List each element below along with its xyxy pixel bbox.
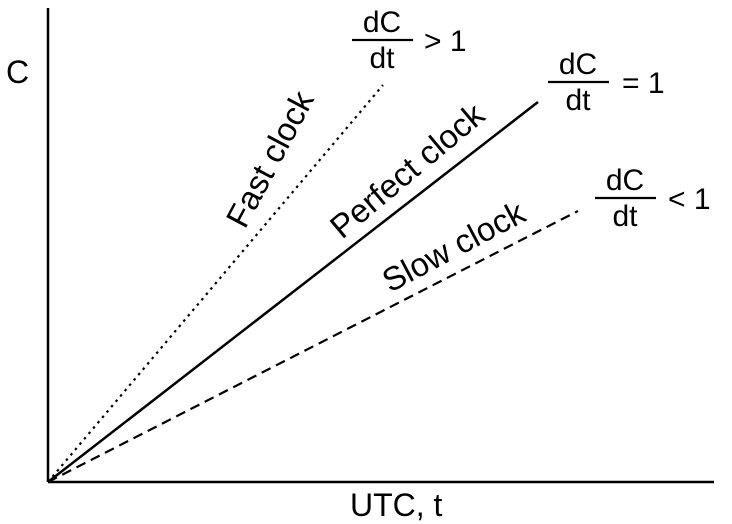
fast-fraction-numerator: dC	[363, 6, 401, 39]
x-axis-label: UTC, t	[350, 487, 443, 523]
perfect-fraction-numerator: dC	[559, 48, 597, 81]
slow-clock-line	[47, 210, 579, 483]
slow-fraction-numerator: dC	[606, 164, 644, 197]
slow-fraction-denominator: dt	[612, 200, 638, 233]
fast-fraction-denominator: dt	[369, 42, 395, 75]
slow-relation: < 1	[668, 183, 711, 216]
fast-clock-label: Fast clock	[219, 84, 322, 233]
fast-rate-annotation: dC dt > 1	[352, 6, 467, 75]
perfect-relation: = 1	[622, 67, 665, 100]
slow-rate-annotation: dC dt < 1	[595, 164, 711, 233]
y-axis-label: C	[6, 54, 29, 90]
perfect-fraction-denominator: dt	[565, 84, 591, 117]
perfect-rate-annotation: dC dt = 1	[548, 48, 665, 117]
fast-clock-line	[47, 84, 384, 483]
perfect-clock-line	[47, 101, 539, 483]
fast-relation: > 1	[424, 25, 467, 58]
